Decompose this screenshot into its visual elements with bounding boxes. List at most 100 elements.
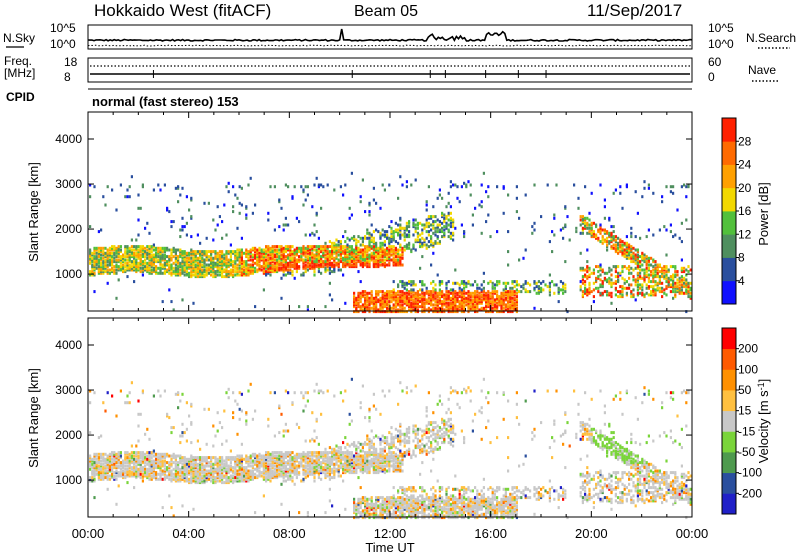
velocity-cell-484 [170, 472, 173, 476]
velocity-cell-76 [100, 456, 103, 460]
power-cell-2858 [496, 301, 499, 305]
power-cell-2313 [421, 310, 424, 314]
power-cell-2322 [421, 291, 424, 295]
velocity-cell-150 [113, 462, 116, 466]
velocity-cell-618 [190, 422, 193, 426]
power-cell-1353 [311, 245, 314, 249]
velocity-cell-619 [190, 421, 193, 425]
power-cell-980 [249, 176, 252, 180]
velocity-cell-866 [232, 457, 235, 461]
power-cell-1857 [375, 248, 378, 252]
power-cell-1358 [313, 266, 316, 270]
power-cell-1643 [355, 253, 358, 257]
power-cell-1159 [280, 256, 283, 260]
velocity-cell-741 [212, 474, 215, 478]
power-cell-509 [174, 263, 177, 267]
power-cell-2126 [399, 235, 402, 239]
velocity-cell-71 [100, 469, 103, 473]
power-cell-1449 [326, 255, 329, 259]
power-cell-3017 [537, 288, 540, 292]
power-cell-2253 [412, 246, 415, 250]
power-cell-475 [168, 258, 171, 262]
power-cell-143 [111, 245, 114, 249]
velocity-cell-894 [236, 454, 239, 458]
velocity-cell-1097 [271, 476, 274, 480]
power-cell-2066 [394, 263, 397, 267]
power-cell-537 [179, 263, 182, 267]
power-cell-3627 [667, 270, 670, 274]
velocity-cell-134 [111, 469, 114, 473]
power-cell-474 [168, 260, 171, 264]
power-cell-2845 [493, 308, 496, 312]
velocity-cell-572 [183, 461, 186, 465]
power-cell-1190 [284, 260, 287, 264]
power-cell-3110 [584, 275, 587, 279]
velocity-cell-1090 [269, 462, 272, 466]
velocity-cell-116 [106, 457, 109, 461]
power-cell-1822 [372, 260, 375, 264]
power-cell-1566 [346, 261, 349, 265]
power-cell-3073 [573, 183, 576, 187]
power-cell-1871 [377, 265, 380, 269]
power-cell-2547 [447, 308, 450, 312]
velocity-cell-539 [179, 461, 182, 465]
power-cell-3331 [619, 240, 622, 244]
power-cell-1628 [353, 235, 356, 239]
velocity-cell-677 [199, 456, 202, 460]
velocity-cell-163 [115, 461, 118, 465]
power-cell-3668 [676, 286, 679, 290]
power-cell-390 [152, 253, 155, 257]
power-cell-728 [210, 266, 213, 270]
power-cell-2174 [403, 245, 406, 249]
velocity-cell-279 [135, 457, 138, 461]
power-cell-324 [141, 250, 144, 254]
power-cell-2951 [511, 291, 514, 295]
power-cell-674 [199, 255, 202, 259]
power-cell-3355 [623, 278, 626, 282]
power-cell-1588 [348, 245, 351, 249]
power-cell-2272 [414, 283, 417, 287]
velocity-cell-451 [163, 462, 166, 466]
power-cell-3592 [661, 275, 664, 279]
power-cell-3555 [654, 290, 657, 294]
power-cell-2747 [474, 280, 477, 284]
power-cell-1322 [306, 256, 309, 260]
power-cell-26 [93, 273, 96, 277]
power-cell-2828 [489, 296, 492, 300]
power-cell-12 [89, 195, 92, 199]
power-cell-2215 [408, 243, 411, 247]
velocity-cell-719 [207, 472, 210, 476]
power-cell-441 [161, 250, 164, 254]
power-cell-484 [170, 266, 173, 270]
power-cell-160 [115, 263, 118, 267]
power-cell-2598 [452, 293, 455, 297]
power-cell-2557 [447, 290, 450, 294]
power-cell-1411 [320, 255, 323, 259]
power-cell-161 [115, 260, 118, 264]
power-cell-2151 [401, 280, 404, 284]
velocity-cell-1026 [258, 454, 261, 458]
power-cell-2839 [491, 295, 494, 299]
power-cell-2259 [412, 221, 415, 225]
power-cell-193 [122, 270, 125, 274]
power-cell-1710 [361, 243, 364, 247]
velocity-cell-1099 [271, 472, 274, 476]
velocity-cell-588 [185, 439, 188, 443]
power-cell-744 [212, 263, 215, 267]
velocity-cell-1010 [256, 464, 259, 468]
power-cell-3687 [680, 283, 683, 287]
power-cell-1276 [298, 220, 301, 224]
velocity-cell-996 [254, 472, 257, 476]
power-cell-1523 [337, 240, 340, 244]
power-cell-2676 [463, 295, 466, 299]
power-cell-727 [210, 270, 213, 274]
power-cell-1215 [289, 268, 292, 272]
power-cell-3221 [601, 236, 604, 240]
velocity-cell-148 [113, 471, 116, 475]
velocity-cell-705 [205, 477, 208, 481]
power-cell-2893 [502, 300, 505, 304]
power-cell-753 [214, 273, 217, 277]
power-cell-1620 [353, 258, 356, 262]
power-cell-1091 [269, 253, 272, 257]
power-cell-2110 [399, 296, 402, 300]
